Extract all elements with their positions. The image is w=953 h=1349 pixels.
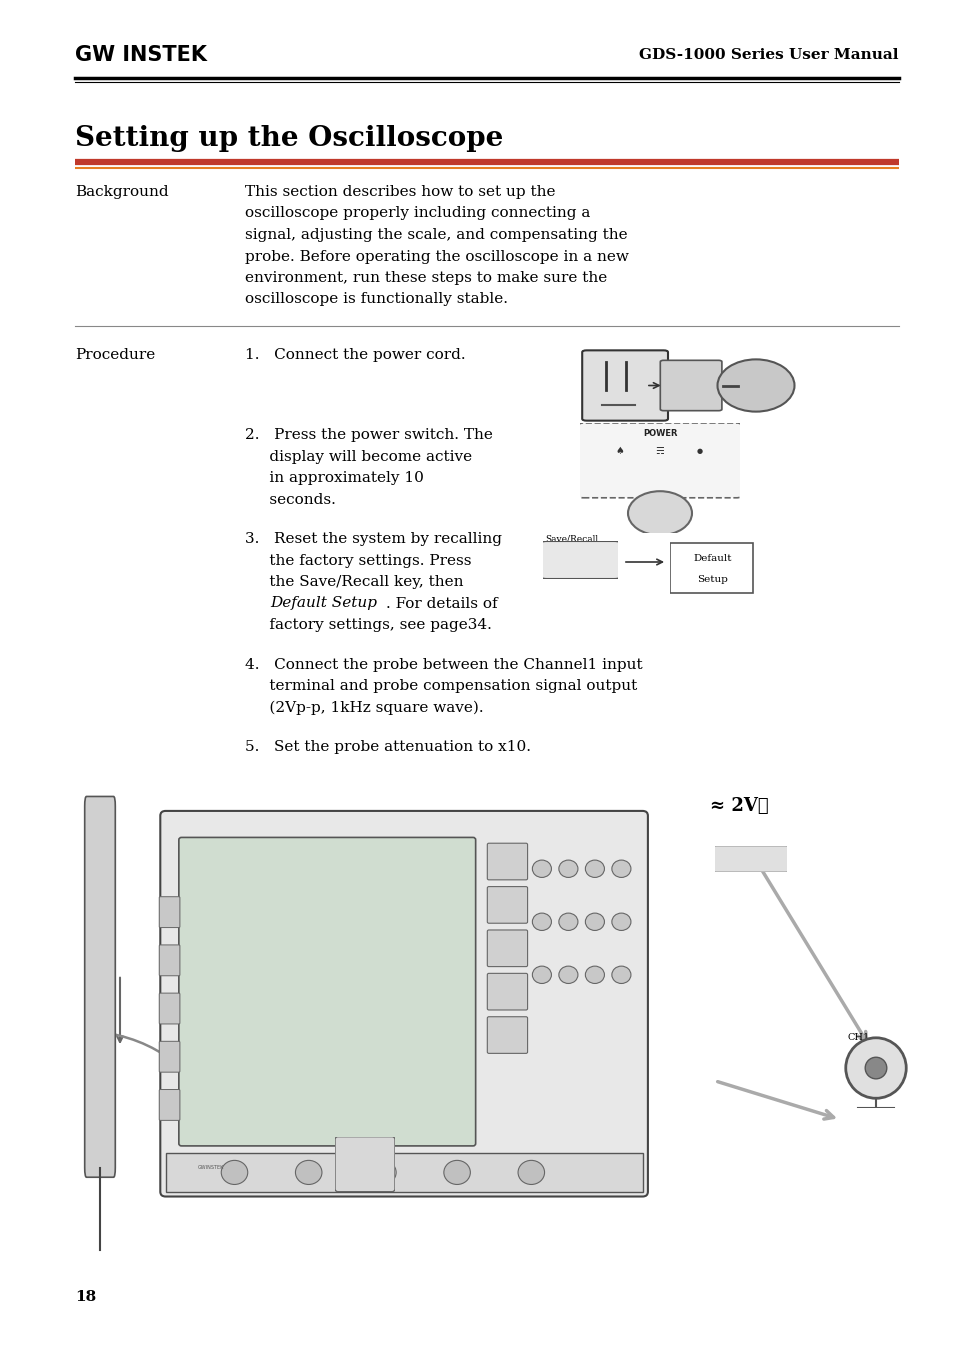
Bar [166, 1153, 642, 1191]
Circle shape [611, 861, 630, 877]
FancyBboxPatch shape [487, 1017, 527, 1054]
Text: 3.   Reset the system by recalling: 3. Reset the system by recalling [245, 532, 501, 546]
Text: GDS-1000 Series User Manual: GDS-1000 Series User Manual [639, 49, 898, 62]
FancyBboxPatch shape [159, 1041, 180, 1072]
Circle shape [517, 1160, 544, 1184]
FancyBboxPatch shape [578, 424, 740, 498]
Text: Save/Recall: Save/Recall [544, 534, 598, 544]
Text: Default: Default [693, 554, 731, 563]
FancyBboxPatch shape [487, 974, 527, 1010]
Circle shape [627, 491, 691, 536]
Text: x10: x10 [90, 1032, 115, 1047]
Text: 2.   Press the power switch. The: 2. Press the power switch. The [245, 428, 493, 442]
FancyBboxPatch shape [538, 541, 621, 579]
FancyBboxPatch shape [659, 360, 721, 410]
FancyBboxPatch shape [159, 1090, 180, 1121]
Text: x1: x1 [100, 965, 116, 979]
Text: ♠: ♠ [615, 445, 623, 456]
Circle shape [611, 913, 630, 931]
Ellipse shape [717, 359, 794, 411]
Text: . For details of: . For details of [386, 596, 497, 611]
Text: This section describes how to set up the: This section describes how to set up the [245, 185, 555, 200]
Text: Setup: Setup [697, 575, 727, 584]
FancyBboxPatch shape [581, 351, 667, 421]
FancyBboxPatch shape [487, 843, 527, 880]
FancyBboxPatch shape [85, 796, 115, 1178]
FancyBboxPatch shape [160, 811, 647, 1197]
Text: ☴: ☴ [655, 445, 663, 456]
Circle shape [295, 1160, 321, 1184]
Circle shape [611, 966, 630, 983]
FancyBboxPatch shape [159, 944, 180, 975]
Text: CH1: CH1 [847, 1032, 869, 1041]
Circle shape [585, 861, 604, 877]
Circle shape [845, 1037, 905, 1098]
Text: GW INSTEK: GW INSTEK [75, 45, 207, 65]
Text: 5.   Set the probe attenuation to x10.: 5. Set the probe attenuation to x10. [245, 741, 531, 754]
Text: Setting up the Oscilloscope: Setting up the Oscilloscope [75, 125, 503, 152]
Text: 18: 18 [75, 1290, 96, 1304]
Text: ≈ 2V⌟: ≈ 2V⌟ [709, 797, 768, 815]
Text: POWER: POWER [642, 429, 677, 438]
Circle shape [532, 861, 551, 877]
Text: 4.   Connect the probe between the Channel1 input: 4. Connect the probe between the Channel… [245, 657, 642, 672]
Circle shape [558, 966, 578, 983]
Circle shape [369, 1160, 395, 1184]
Text: seconds.: seconds. [245, 492, 335, 506]
Text: probe. Before operating the oscilloscope in a new: probe. Before operating the oscilloscope… [245, 250, 628, 263]
FancyBboxPatch shape [669, 544, 753, 594]
Circle shape [558, 913, 578, 931]
Text: the factory settings. Press: the factory settings. Press [245, 553, 471, 568]
FancyBboxPatch shape [710, 846, 790, 873]
Circle shape [532, 913, 551, 931]
Text: oscilloscope is functionally stable.: oscilloscope is functionally stable. [245, 293, 507, 306]
FancyBboxPatch shape [178, 838, 476, 1145]
Circle shape [558, 861, 578, 877]
FancyBboxPatch shape [335, 1137, 395, 1191]
FancyBboxPatch shape [159, 993, 180, 1024]
Text: environment, run these steps to make sure the: environment, run these steps to make sur… [245, 271, 607, 285]
FancyBboxPatch shape [487, 886, 527, 923]
Circle shape [585, 966, 604, 983]
Text: in approximately 10: in approximately 10 [245, 471, 423, 486]
Text: display will become active: display will become active [245, 449, 472, 464]
Text: ●: ● [697, 448, 702, 453]
Circle shape [532, 966, 551, 983]
FancyBboxPatch shape [487, 929, 527, 967]
FancyBboxPatch shape [159, 897, 180, 928]
Text: the Save/Recall key, then: the Save/Recall key, then [245, 575, 463, 590]
Text: signal, adjusting the scale, and compensating the: signal, adjusting the scale, and compens… [245, 228, 627, 241]
Circle shape [864, 1058, 886, 1079]
Circle shape [585, 913, 604, 931]
Text: terminal and probe compensation signal output: terminal and probe compensation signal o… [245, 679, 637, 693]
Text: Default Setup: Default Setup [270, 596, 376, 611]
Text: Procedure: Procedure [75, 348, 155, 362]
Text: 1.   Connect the power cord.: 1. Connect the power cord. [245, 348, 465, 362]
Text: Background: Background [75, 185, 169, 200]
Text: factory settings, see page34.: factory settings, see page34. [245, 618, 492, 631]
Text: (2Vp-p, 1kHz square wave).: (2Vp-p, 1kHz square wave). [245, 700, 483, 715]
Text: oscilloscope properly including connecting a: oscilloscope properly including connecti… [245, 206, 590, 220]
Circle shape [443, 1160, 470, 1184]
Circle shape [221, 1160, 248, 1184]
Text: GWINSTEK: GWINSTEK [197, 1166, 224, 1170]
